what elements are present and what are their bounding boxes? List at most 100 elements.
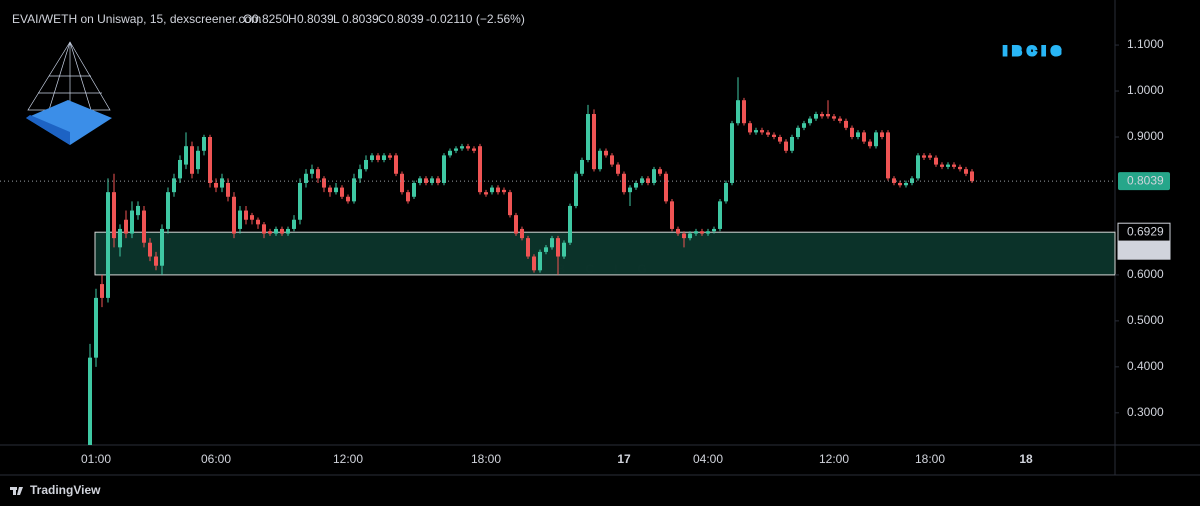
candle-body xyxy=(532,256,536,271)
x-tick-label: 17 xyxy=(617,452,631,466)
candle-body xyxy=(328,187,332,193)
candle-body xyxy=(832,116,836,119)
candle-body xyxy=(208,136,212,183)
last-price-label: 0.8039 xyxy=(1127,173,1164,187)
candle-body xyxy=(904,182,908,186)
candle-body xyxy=(412,182,416,197)
candle-body xyxy=(526,238,530,257)
candle-body xyxy=(202,136,206,151)
candle-body xyxy=(514,215,518,234)
candle-body xyxy=(238,210,242,229)
candle-body xyxy=(172,178,176,193)
candle-body xyxy=(826,114,830,117)
candle-body xyxy=(880,132,884,137)
candle-body xyxy=(556,238,560,257)
candle-body xyxy=(856,132,860,137)
candle-body xyxy=(964,169,968,174)
candle-body xyxy=(118,228,122,248)
candle-body xyxy=(802,123,806,128)
x-tick-label: 01:00 xyxy=(81,452,111,466)
candle-body xyxy=(688,233,692,239)
candle-body xyxy=(928,155,932,158)
chart-title: EVAI/WETH on Uniswap, 15, dexscreener.co… xyxy=(12,12,261,26)
candle-body xyxy=(820,114,824,117)
x-tick-label: 18:00 xyxy=(915,452,945,466)
candle-body xyxy=(700,231,704,234)
zone-label: 0.6929 xyxy=(1127,242,1164,256)
candle-body xyxy=(736,100,740,124)
candle-body xyxy=(580,159,584,174)
y-tick-label: 0.9000 xyxy=(1127,129,1164,143)
candle-body xyxy=(322,178,326,188)
candle-body xyxy=(304,173,308,183)
candle-body xyxy=(466,146,470,149)
candle-body xyxy=(340,187,344,197)
candle-body xyxy=(868,141,872,147)
candle-body xyxy=(274,228,278,234)
candle-body xyxy=(280,228,284,234)
candle-body xyxy=(604,150,608,156)
candle-body xyxy=(958,166,962,170)
candle-body xyxy=(382,155,386,160)
candle-body xyxy=(682,233,686,239)
legend-value: 0.8039 xyxy=(342,12,379,26)
candle-body xyxy=(952,164,956,167)
candle-body xyxy=(478,146,482,193)
y-tick-label: 1.1000 xyxy=(1127,37,1164,51)
candle-body xyxy=(376,155,380,160)
candle-body xyxy=(940,164,944,167)
candle-body xyxy=(112,192,116,239)
candle-body xyxy=(730,123,734,183)
candle-body xyxy=(262,224,266,234)
ohlc-legend: O 0.8250 H 0.8039 L 0.8039 C 0.8039 -0.02110 (−2… xyxy=(243,12,525,26)
candle-body xyxy=(850,127,854,137)
candle-body xyxy=(394,155,398,174)
candle-body xyxy=(772,134,776,137)
x-tick-label: 12:00 xyxy=(819,452,849,466)
candle-body xyxy=(592,114,596,170)
candle-body xyxy=(892,178,896,183)
y-tick-label: 0.3000 xyxy=(1127,405,1164,419)
candle-body xyxy=(448,150,452,156)
legend-value: 0.8039 xyxy=(297,12,334,26)
candle-body xyxy=(568,205,572,243)
candle-body xyxy=(406,192,410,202)
x-tick-label: 04:00 xyxy=(693,452,723,466)
candle-body xyxy=(886,132,890,179)
candle-body xyxy=(652,169,656,183)
candle-body xyxy=(874,132,878,147)
candle-body xyxy=(226,182,230,197)
candle-body xyxy=(154,256,158,266)
candle-body xyxy=(184,146,188,165)
candle-body xyxy=(658,169,662,174)
candle-body xyxy=(136,205,140,216)
candle-body xyxy=(442,155,446,183)
candle-body xyxy=(640,178,644,183)
legend-key: H xyxy=(288,12,297,26)
candle-body xyxy=(838,118,842,121)
candle-body xyxy=(610,155,614,165)
candle-body xyxy=(574,173,578,206)
candle-body xyxy=(94,297,98,358)
candle-body xyxy=(742,100,746,124)
candle-body xyxy=(934,157,938,165)
candle-body xyxy=(286,228,290,234)
legend-value: 0.8250 xyxy=(252,12,289,26)
candle-body xyxy=(88,357,92,445)
candle-body xyxy=(970,171,974,182)
last-price-box xyxy=(1118,172,1170,191)
candle-body xyxy=(334,187,338,193)
y-tick-label: 0.6000 xyxy=(1127,267,1164,281)
candle-body xyxy=(502,189,506,193)
candle-body xyxy=(946,164,950,167)
candle-body xyxy=(472,148,476,151)
candle-body xyxy=(316,169,320,179)
candle-body xyxy=(766,132,770,135)
legend-value: 0.8039 xyxy=(387,12,424,26)
candle-body xyxy=(214,182,218,188)
zone-label: 0.6929 xyxy=(1127,224,1164,238)
candle-body xyxy=(424,178,428,183)
candle-body xyxy=(778,136,782,142)
y-tick-label: 0.4000 xyxy=(1127,359,1164,373)
candle-body xyxy=(748,123,752,133)
